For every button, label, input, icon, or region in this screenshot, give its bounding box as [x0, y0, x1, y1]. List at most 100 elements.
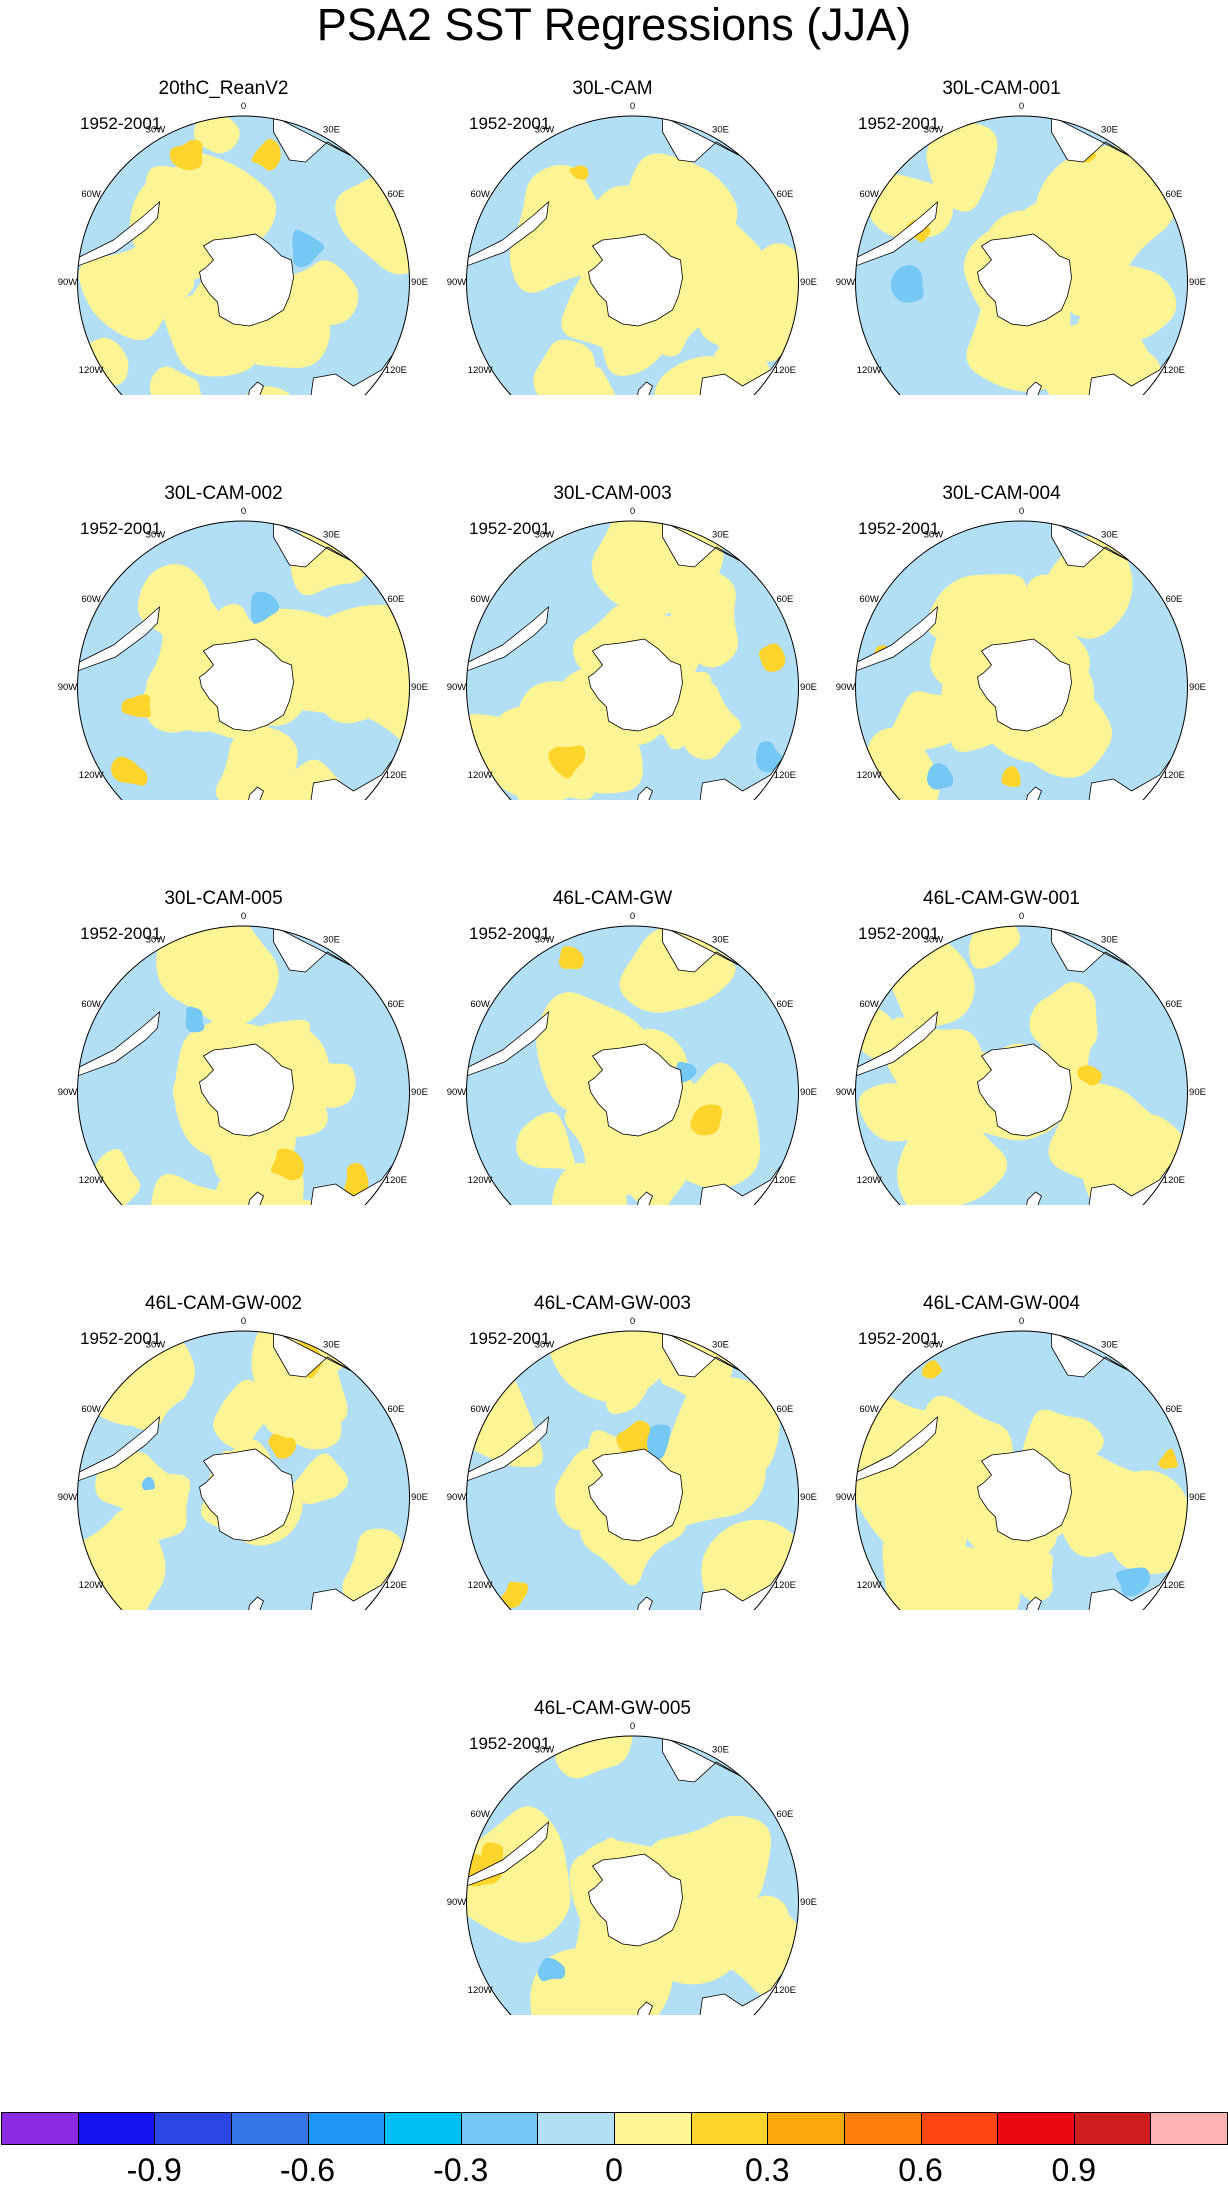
- longitude-label: 30E: [1101, 935, 1118, 946]
- longitude-label: 90W: [447, 277, 467, 288]
- longitude-label: 90E: [1189, 1087, 1206, 1098]
- longitude-label: 90W: [58, 277, 78, 288]
- longitude-label: 60W: [81, 594, 101, 605]
- panel-title: 30L-CAM-004: [942, 483, 1061, 504]
- longitude-label: 90W: [447, 682, 467, 693]
- longitude-label: 120W: [468, 1580, 493, 1591]
- longitude-label: 90W: [836, 1087, 856, 1098]
- longitude-label: 30E: [712, 1340, 729, 1351]
- longitude-label: 90W: [836, 1492, 856, 1503]
- map-panel: 46L-CAM-GW-0041952-2001030E60E90E120E150…: [797, 1205, 1206, 1610]
- longitude-label: 120W: [79, 1175, 104, 1186]
- map-panel: 46L-CAM-GW1952-2001030E60E90E120E150E180…: [408, 800, 817, 1205]
- colorbar-label: -0.3: [433, 2152, 489, 2188]
- map-panel: 30L-CAM-0021952-2001030E60E90E120E150E18…: [19, 395, 428, 800]
- panel-title: 46L-CAM-GW-003: [534, 1293, 691, 1314]
- longitude-label: 60E: [1165, 594, 1182, 605]
- colorbar-label: 0.9: [1051, 2152, 1096, 2188]
- longitude-label: 120W: [468, 1175, 493, 1186]
- longitude-label: 90W: [58, 1087, 78, 1098]
- longitude-label: 120W: [857, 1175, 882, 1186]
- longitude-label: 60W: [470, 189, 490, 200]
- longitude-label: 60E: [387, 594, 404, 605]
- longitude-label: 30W: [535, 1745, 555, 1756]
- polar-map: 030E60E90E120E150E180150W120W90W60W30W: [58, 911, 428, 1205]
- longitude-label: 30E: [323, 125, 340, 136]
- longitude-label: 30E: [1101, 530, 1118, 541]
- longitude-label: 120E: [385, 1175, 407, 1186]
- longitude-label: 120W: [857, 770, 882, 781]
- panel-years: 1952-2001: [80, 924, 162, 943]
- polar-map: 030E60E90E120E150E180150W120W90W60W30W: [58, 101, 428, 395]
- panel-title: 30L-CAM: [572, 78, 653, 99]
- longitude-label: 60E: [387, 999, 404, 1010]
- map-panel: 30L-CAM-0051952-2001030E60E90E120E150E18…: [19, 800, 428, 1205]
- panel-years: 1952-2001: [858, 114, 940, 133]
- panel-years: 1952-2001: [80, 1329, 162, 1348]
- panel-title: 46L-CAM-GW-001: [923, 888, 1080, 909]
- longitude-label: 60E: [776, 999, 793, 1010]
- panel-title: 46L-CAM-GW-002: [145, 1293, 302, 1314]
- longitude-label: 120E: [1163, 770, 1185, 781]
- longitude-label: 30W: [146, 530, 166, 541]
- map-panel: 46L-CAM-GW-0011952-2001030E60E90E120E150…: [797, 800, 1206, 1205]
- longitude-label: 90W: [836, 682, 856, 693]
- polar-map: 030E60E90E120E150E180150W120W90W60W30W: [447, 1316, 817, 1610]
- longitude-label: 120E: [1163, 1580, 1185, 1591]
- panel-title: 30L-CAM-003: [553, 483, 672, 504]
- longitude-label: 120E: [774, 365, 796, 376]
- longitude-label: 120W: [79, 770, 104, 781]
- longitude-label: 90E: [411, 1087, 428, 1098]
- longitude-label: 30W: [924, 530, 944, 541]
- panel-title: 46L-CAM-GW-005: [534, 1698, 691, 1719]
- longitude-label: 120E: [1163, 1175, 1185, 1186]
- polar-map: 030E60E90E120E150E180150W120W90W60W30W: [836, 506, 1206, 800]
- longitude-label: 30E: [1101, 1340, 1118, 1351]
- polar-map: 030E60E90E120E150E180150W120W90W60W30W: [836, 1316, 1206, 1610]
- main-title: PSA2 SST Regressions (JJA): [316, 0, 912, 50]
- longitude-label: 30W: [146, 125, 166, 136]
- longitude-label: 90W: [447, 1897, 467, 1908]
- longitude-label: 30W: [924, 935, 944, 946]
- longitude-label: 90W: [447, 1087, 467, 1098]
- colorbar-swatch: [1, 2112, 79, 2145]
- longitude-label: 60E: [1165, 189, 1182, 200]
- colorbar-swatch: [920, 2112, 999, 2145]
- longitude-label: 30E: [323, 935, 340, 946]
- colorbar-label: -0.6: [279, 2152, 336, 2188]
- longitude-label: 0: [630, 1316, 635, 1327]
- polar-map: 030E60E90E120E150E180150W120W90W60W30W: [836, 101, 1206, 395]
- polar-map: 030E60E90E120E150E180150W120W90W60W30W: [447, 1721, 817, 2015]
- longitude-label: 120E: [774, 770, 796, 781]
- longitude-label: 0: [241, 506, 246, 517]
- longitude-label: 120W: [79, 1580, 104, 1591]
- longitude-label: 60W: [470, 1404, 490, 1415]
- longitude-label: 30E: [712, 125, 729, 136]
- longitude-label: 90E: [1189, 1492, 1206, 1503]
- polar-map: 030E60E90E120E150E180150W120W90W60W30W: [58, 506, 428, 800]
- longitude-label: 90W: [58, 682, 78, 693]
- panel-title: 46L-CAM-GW: [552, 888, 673, 909]
- longitude-label: 60W: [470, 1809, 490, 1820]
- colorbar-swatch: [843, 2112, 922, 2145]
- longitude-label: 60E: [1165, 999, 1182, 1010]
- colorbar-swatch: [384, 2112, 462, 2145]
- longitude-label: 0: [1019, 506, 1024, 517]
- longitude-label: 60W: [81, 999, 101, 1010]
- longitude-label: 120E: [774, 1580, 796, 1591]
- longitude-label: 0: [630, 101, 635, 112]
- colorbar-swatch: [614, 2112, 692, 2145]
- longitude-label: 120E: [385, 1580, 407, 1591]
- panel-years: 1952-2001: [858, 1329, 940, 1348]
- panel-years: 1952-2001: [469, 1734, 551, 1753]
- longitude-label: 90E: [800, 277, 817, 288]
- longitude-label: 120E: [1163, 365, 1185, 376]
- longitude-label: 30W: [924, 1340, 944, 1351]
- panel-years: 1952-2001: [469, 1329, 551, 1348]
- longitude-label: 0: [630, 1721, 635, 1732]
- colorbar-label: 0.6: [898, 2152, 943, 2188]
- longitude-label: 120W: [468, 770, 493, 781]
- panel-title: 30L-CAM-002: [164, 483, 283, 504]
- colorbar-swatch: [230, 2112, 309, 2145]
- polar-map: 030E60E90E120E150E180150W120W90W60W30W: [447, 911, 817, 1205]
